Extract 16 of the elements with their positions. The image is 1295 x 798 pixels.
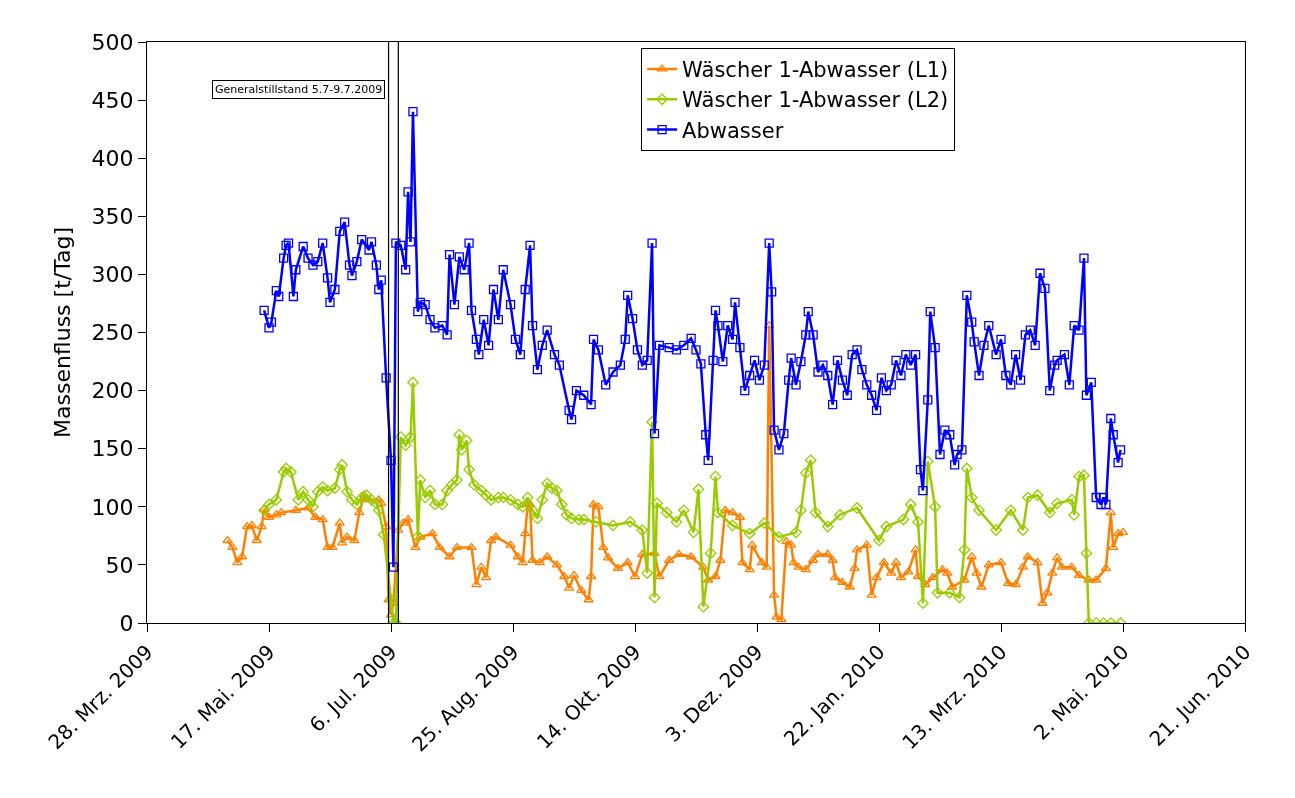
y-tick-label: 350	[91, 204, 134, 229]
legend-label: Wäscher 1-Abwasser (L1)	[682, 58, 949, 83]
y-tick-label: 200	[91, 378, 134, 404]
y-tick-label: 150	[91, 436, 134, 462]
y-tick-label: 250	[91, 320, 134, 346]
legend-label: Wäscher 1-Abwasser (L2)	[682, 88, 949, 113]
y-tick-label: 400	[91, 145, 134, 171]
ref-line-label: Generalstillstand 5.7-9.7.2009	[215, 83, 383, 96]
y-tick-label: 100	[91, 494, 134, 520]
y-tick-label: 50	[105, 552, 134, 578]
y-tick-label: 450	[91, 87, 134, 113]
y-tick-label: 300	[91, 262, 134, 288]
y-tick-label: 0	[119, 610, 134, 636]
legend-label: Abwasser	[682, 118, 784, 143]
y-axis-title: Massenfluss [t/Tag]	[50, 226, 76, 439]
y-tick-label: 500	[91, 29, 134, 55]
